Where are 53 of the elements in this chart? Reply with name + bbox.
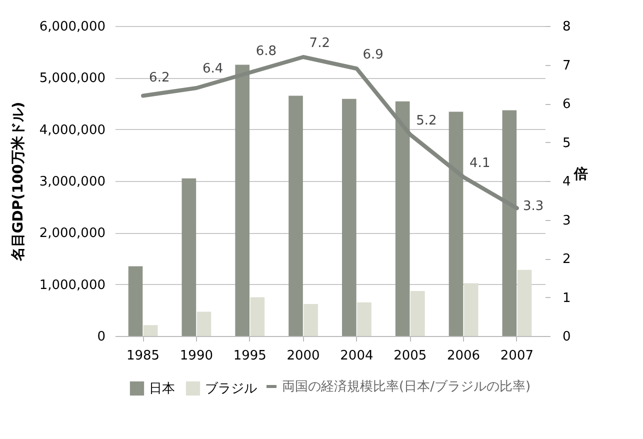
- bar: [182, 178, 196, 336]
- x-tick-label: 1985: [126, 348, 160, 364]
- y2-tick-label: 7: [562, 58, 571, 74]
- data-label: 6.2: [149, 70, 170, 86]
- y-tick-label: 5,000,000: [39, 71, 106, 86]
- x-tick-label: 2004: [340, 348, 374, 364]
- y2-axis-title: 倍: [572, 166, 588, 182]
- data-label: 6.9: [362, 48, 384, 63]
- data-label: 4.1: [470, 156, 490, 172]
- y2-tick-label: 5: [562, 136, 571, 151]
- y-tick-label: 2,000,000: [39, 226, 106, 242]
- y-tick-label: 4,000,000: [39, 122, 106, 138]
- bar: [342, 98, 356, 336]
- y2-tick-label: 6: [562, 97, 571, 112]
- bar: [128, 266, 143, 336]
- bar: [143, 325, 158, 336]
- x-tick-label: 2007: [500, 348, 534, 364]
- data-label: 6.4: [202, 62, 224, 77]
- y-tick-label: 1,000,000: [39, 278, 106, 293]
- y2-tick-label: 8: [562, 20, 571, 34]
- y-tick-label: 3,000,000: [39, 174, 106, 190]
- bar: [357, 302, 372, 336]
- x-tick-label: 1995: [233, 348, 266, 364]
- y2-tick-label: 0: [562, 330, 571, 344]
- y2-tick-label: 2: [562, 252, 571, 267]
- y2-tick-label: 3: [562, 213, 571, 228]
- bar: [410, 291, 425, 336]
- bar: [448, 112, 464, 336]
- y-tick-label: 0: [97, 330, 106, 344]
- bar: [502, 110, 517, 336]
- y2-tick-label: 4: [562, 174, 571, 190]
- bar: [395, 101, 410, 336]
- bar: [250, 297, 265, 336]
- y-tick-label: 6,000,000: [39, 20, 106, 34]
- bar: [464, 283, 478, 336]
- x-tick-label: 2006: [446, 348, 480, 364]
- y2-tick-label: 1: [562, 290, 571, 306]
- y-axis-title: 名目GDP(100万米ドル): [10, 102, 26, 262]
- bar: [304, 304, 318, 336]
- legend-label: 日本: [149, 381, 175, 396]
- data-label: 5.2: [416, 114, 437, 128]
- data-label: 7.2: [309, 36, 330, 51]
- legend-label: 両国の経済規模比率(日本/ブラジルの比率): [282, 378, 531, 394]
- bar: [517, 270, 532, 336]
- data-label: 3.3: [522, 198, 544, 214]
- x-tick-label: 2005: [394, 348, 427, 364]
- legend-label: ブラジル: [205, 381, 257, 396]
- x-tick-label: 2000: [286, 348, 320, 364]
- x-tick-label: 1990: [180, 348, 214, 364]
- bar: [235, 64, 250, 336]
- data-label: 6.8: [256, 44, 277, 59]
- bar: [288, 96, 303, 336]
- bar: [196, 312, 212, 336]
